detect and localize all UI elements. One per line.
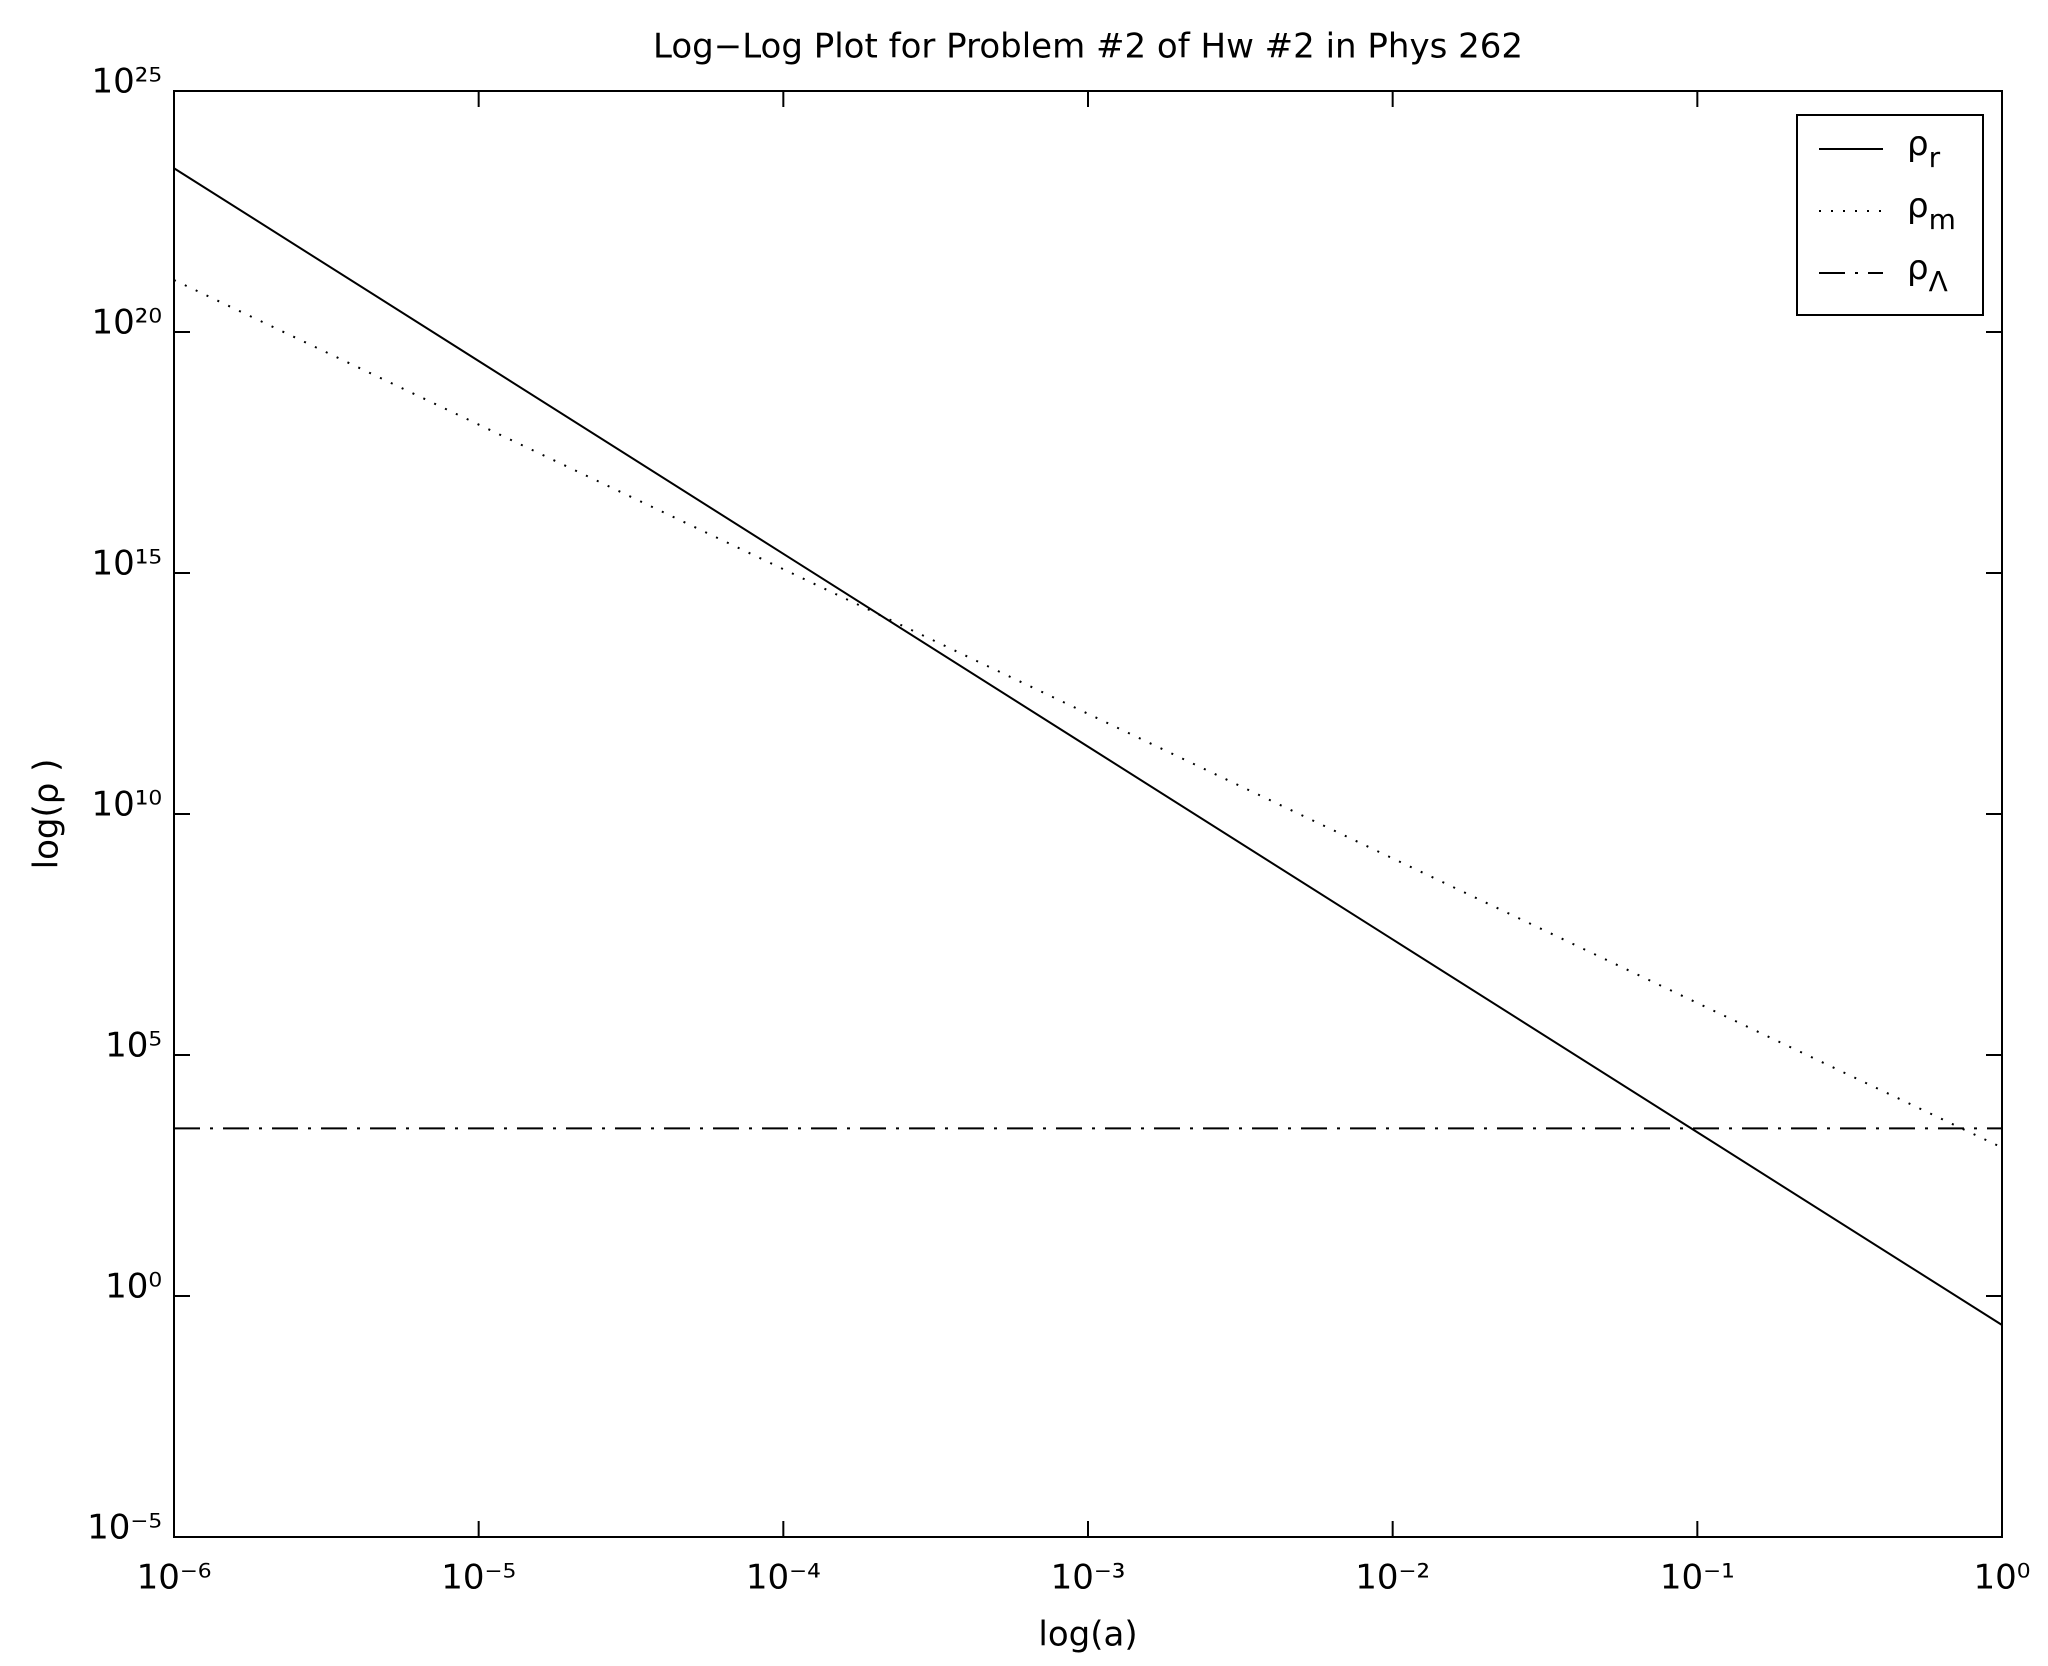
y-tick-label: 10¹⁵ [91,544,162,584]
legend-label: ρΛ [1907,248,1948,299]
x-tick-label: 10⁻¹ [1660,1558,1735,1598]
series-line [173,167,2003,1326]
chart-title: Log−Log Plot for Problem #2 of Hw #2 in … [653,27,1523,67]
y-tick-label: 10²⁵ [91,62,162,102]
x-tick-label: 10⁰ [1974,1558,2031,1598]
y-tick-label: 10⁻⁵ [87,1508,162,1548]
legend-label: ρm [1907,186,1956,237]
plot-frame [173,90,2003,1538]
series-line [173,279,2003,1149]
x-tick-label: 10⁻⁶ [137,1558,212,1598]
x-tick-label: 10⁻⁵ [441,1558,516,1598]
x-tick-label: 10⁻² [1355,1558,1430,1598]
y-axis-label: log(ρ ) [27,759,67,870]
y-tick-label: 10⁰ [105,1267,162,1307]
y-tick-label: 10¹⁰ [91,785,162,825]
x-axis-label: log(a) [1038,1615,1137,1655]
y-tick-label: 10²⁰ [91,303,162,343]
x-tick-label: 10⁻⁴ [746,1558,821,1598]
x-tick-label: 10⁻³ [1051,1558,1126,1598]
legend-label: ρr [1907,124,1941,175]
y-tick-label: 10⁵ [105,1026,162,1066]
